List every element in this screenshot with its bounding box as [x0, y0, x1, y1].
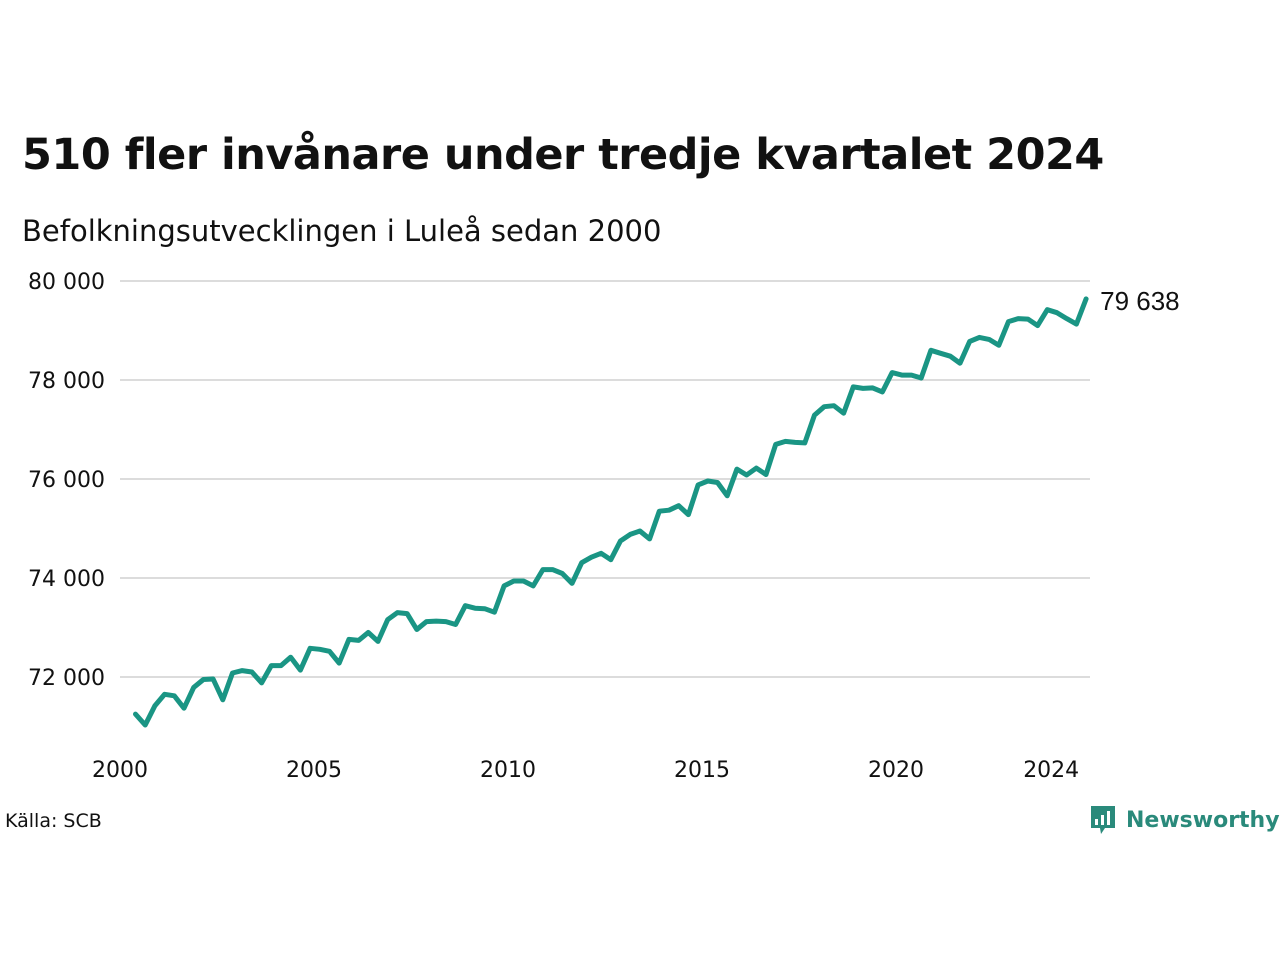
population-series-line: [133, 296, 1089, 728]
y-tick-label: 78 000: [28, 369, 105, 394]
y-tick-label: 74 000: [28, 567, 105, 592]
brand-name: Newsworthy: [1126, 807, 1280, 833]
series-layer: [133, 296, 1089, 728]
end-value-label: 79 638: [1100, 286, 1180, 316]
x-tick-label: 2020: [868, 758, 924, 783]
y-tick-label: 72 000: [28, 666, 105, 691]
y-axis-ticks: 72 000 74 000 76 000 78 000 80 000: [28, 270, 105, 691]
x-tick-label: 2015: [674, 758, 730, 783]
gridlines: [120, 280, 1090, 678]
y-tick-label: 80 000: [28, 270, 105, 295]
data-labels: 79 638: [1100, 286, 1180, 316]
brand-logo: Newsworthy: [1088, 803, 1280, 837]
source-note: Källa: SCB: [5, 810, 102, 832]
x-tick-label: 2024: [1023, 758, 1079, 783]
x-tick-label: 2005: [286, 758, 342, 783]
x-axis-ticks: 2000 2005 2010 2015 2020 2024: [92, 758, 1079, 783]
chart-subtitle: Befolkningsutvecklingen i Luleå sedan 20…: [22, 214, 662, 248]
chart-title: 510 fler invånare under tredje kvartalet…: [22, 130, 1104, 180]
newsworthy-logo-icon: [1091, 806, 1115, 834]
y-tick-label: 76 000: [28, 468, 105, 493]
x-tick-label: 2000: [92, 758, 148, 783]
x-tick-label: 2010: [480, 758, 536, 783]
